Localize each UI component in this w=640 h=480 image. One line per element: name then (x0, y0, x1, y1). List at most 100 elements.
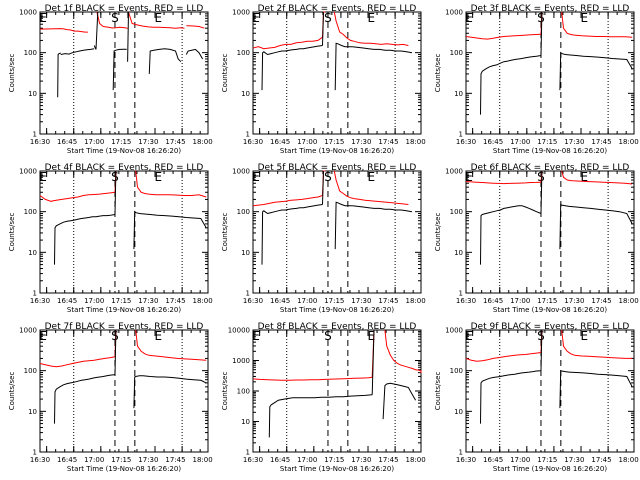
lld-series-segment (39, 191, 116, 202)
y-tick-label: 1 (459, 131, 463, 139)
x-tick-label: 17:00 (84, 456, 104, 464)
plot-frame (39, 170, 209, 294)
x-tick-label: 17:45 (165, 456, 185, 464)
x-axis-label: Start Time (19-Nov-08 16:26:20) (493, 465, 607, 473)
chart-title: Det 8f BLACK = Events, RED = LLD (258, 322, 417, 332)
x-tick-label: 17:45 (378, 456, 398, 464)
y-tick-label: 1 (246, 290, 250, 298)
events-series-segment (568, 205, 633, 225)
chart-panel-8: Det 8f BLACK = Events, RED = LLD 1 10 100 10… (221, 322, 426, 473)
lld-series-segment (186, 25, 205, 29)
lld-series-segment (384, 329, 422, 374)
x-tick-label: 17:45 (378, 297, 398, 305)
events-series-segment (334, 42, 353, 91)
end-marker: E (252, 329, 260, 343)
lld-series-segment (333, 170, 355, 200)
y-tick-label: 10 (454, 408, 463, 416)
chart-title: Det 2f BLACK = Events, RED = LLD (258, 4, 417, 14)
x-tick-label: 17:15 (111, 456, 131, 464)
events-series-segment (480, 370, 542, 424)
y-axis-label: Counts/sec (221, 54, 229, 93)
events-series-segment (480, 55, 542, 115)
events-series-segment (322, 170, 324, 205)
y-tick-label: 1000 (445, 327, 463, 335)
lld-series-segment (39, 28, 88, 33)
x-tick-label: 17:45 (591, 297, 611, 305)
x-tick-label: 17:30 (564, 456, 584, 464)
end-marker: E (465, 329, 473, 343)
x-axis-label: Start Time (19-Nov-08 16:26:20) (493, 306, 607, 314)
end-marker: E (39, 329, 47, 343)
y-tick-label: 1 (459, 449, 463, 457)
lld-series-segment (465, 33, 542, 40)
lld-series-segment (39, 356, 116, 368)
lld-series-segment (135, 170, 149, 195)
end-marker: E (155, 11, 163, 25)
end-marker: E (39, 11, 47, 25)
start-marker: S (111, 329, 119, 343)
y-tick-label: 100 (450, 208, 463, 216)
events-series-segment (127, 11, 129, 62)
plot-frame (252, 170, 422, 294)
events-series-segment (112, 48, 127, 91)
chart-title: Det 7f BLACK = Events, RED = LLD (45, 322, 204, 332)
x-tick-label: 16:30 (456, 456, 476, 464)
x-tick-label: 17:15 (537, 138, 557, 146)
plot-frame (252, 329, 422, 453)
events-series-segment (352, 205, 413, 213)
chart-panel-9: Det 9f BLACK = Events, RED = LLD 1 10 100 10… (434, 322, 639, 473)
events-series-segment (114, 329, 117, 375)
events-series-segment (382, 382, 417, 420)
events-series-segment (540, 329, 543, 371)
y-tick-label: 100 (237, 208, 250, 216)
x-axis-label: Start Time (19-Nov-08 16:26:20) (67, 306, 181, 314)
lld-series-segment (135, 329, 149, 356)
end-marker: E (252, 170, 260, 184)
y-tick-label: 100 (24, 208, 37, 216)
x-tick-label: 17:15 (111, 138, 131, 146)
plot-frame (465, 170, 635, 294)
x-tick-label: 17:00 (297, 138, 317, 146)
x-tick-label: 16:45 (483, 138, 503, 146)
lld-series-segment (561, 329, 575, 356)
x-tick-label: 17:45 (165, 297, 185, 305)
lld-series-segment (574, 354, 633, 359)
x-tick-label: 18:00 (192, 456, 212, 464)
lld-series-segment (574, 34, 633, 38)
lld-series-segment (333, 11, 355, 42)
plot-frame (465, 329, 635, 453)
x-tick-label: 17:30 (351, 297, 371, 305)
start-marker: S (537, 329, 545, 343)
events-series-segment (185, 48, 204, 60)
events-series-segment (133, 210, 144, 250)
lld-series-segment (465, 352, 542, 362)
plot-frame (252, 11, 422, 135)
x-tick-label: 16:30 (243, 456, 263, 464)
x-tick-label: 18:00 (405, 138, 425, 146)
start-marker: S (324, 170, 332, 184)
events-series-segment (114, 170, 117, 215)
y-axis-label: Counts/sec (434, 372, 442, 411)
y-tick-label: 1 (246, 449, 250, 457)
y-tick-label: 1000 (445, 168, 463, 176)
events-series-segment (261, 45, 323, 91)
x-tick-label: 17:45 (591, 138, 611, 146)
y-tick-label: 100 (24, 49, 37, 57)
chart-title: Det 3f BLACK = Events, RED = LLD (471, 4, 630, 14)
y-tick-label: 1 (33, 131, 37, 139)
start-marker: S (111, 11, 119, 25)
end-marker: E (368, 11, 376, 25)
events-series-segment (133, 375, 143, 409)
events-series-segment (93, 11, 99, 50)
events-series-segment (268, 394, 373, 438)
x-tick-label: 16:30 (30, 456, 50, 464)
x-tick-label: 17:00 (510, 456, 530, 464)
x-tick-label: 16:30 (456, 138, 476, 146)
chart-panel-6: Det 6f BLACK = Events, RED = LLD 1 10 100 10… (434, 163, 639, 314)
x-tick-label: 18:00 (192, 138, 212, 146)
x-axis-label: Start Time (19-Nov-08 16:26:20) (67, 465, 181, 473)
start-marker: S (324, 329, 332, 343)
x-tick-label: 16:30 (30, 138, 50, 146)
x-tick-label: 18:00 (405, 456, 425, 464)
